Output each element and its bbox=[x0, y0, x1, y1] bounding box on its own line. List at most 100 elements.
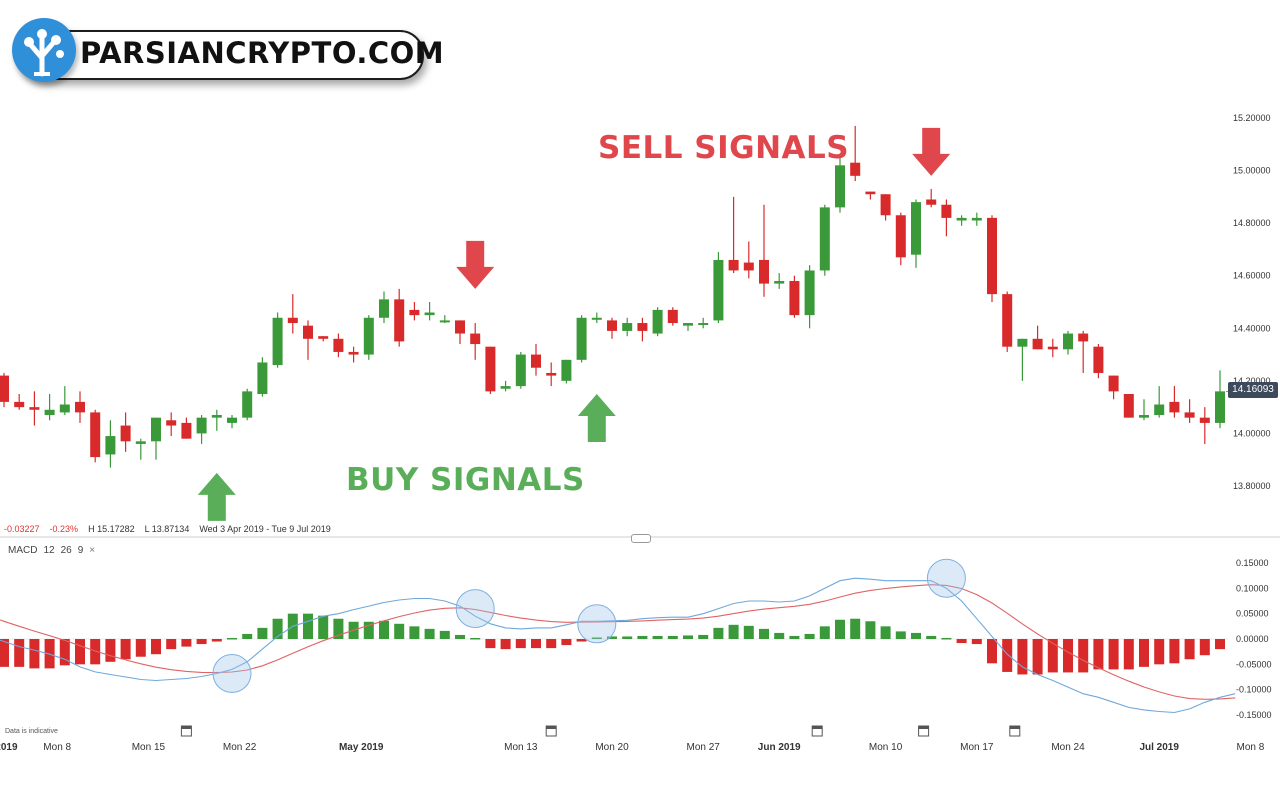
histogram-bar bbox=[394, 623, 405, 639]
candle-body bbox=[455, 320, 465, 334]
logo-text: PARSIANCRYPTO.COM bbox=[80, 36, 445, 70]
candle-body bbox=[652, 309, 663, 334]
candle-body bbox=[470, 333, 481, 345]
candle-body bbox=[683, 323, 693, 326]
candle-body bbox=[151, 417, 161, 442]
candle-body bbox=[835, 165, 845, 208]
histogram-bar bbox=[971, 639, 982, 645]
sell-signals-label: SELL SIGNALS bbox=[598, 130, 850, 166]
candle-body bbox=[789, 280, 800, 316]
candle-body bbox=[637, 323, 648, 331]
candle-body bbox=[379, 299, 389, 318]
time-tick-label: Jul 2019 bbox=[1139, 742, 1179, 753]
time-tick-label: Apr 2019 bbox=[0, 742, 18, 753]
low-value: L 13.87134 bbox=[144, 524, 190, 534]
histogram-bar bbox=[409, 626, 420, 639]
candle-body bbox=[348, 351, 359, 355]
histogram-bar bbox=[272, 618, 283, 639]
macd-slow: 26 bbox=[60, 545, 72, 556]
histogram-bar bbox=[485, 639, 496, 649]
candle-body bbox=[546, 372, 557, 376]
candle-body bbox=[743, 262, 754, 271]
candle-body bbox=[59, 404, 70, 413]
calendar-icon bbox=[180, 725, 192, 737]
candle-body bbox=[272, 317, 283, 366]
candle-body bbox=[850, 162, 861, 176]
histogram-bar bbox=[1169, 639, 1180, 664]
candle-body bbox=[318, 336, 329, 339]
candle-body bbox=[865, 191, 876, 195]
price-tick-label: 15.20000 bbox=[1233, 113, 1271, 123]
histogram-bar bbox=[0, 639, 9, 667]
histogram-bar bbox=[105, 639, 116, 662]
candle-body bbox=[926, 199, 937, 205]
histogram-bar bbox=[546, 639, 557, 649]
macd-line bbox=[0, 577, 1236, 714]
histogram-bar bbox=[1215, 639, 1225, 650]
price-tick-label: 15.00000 bbox=[1233, 166, 1271, 176]
macd-indicator-label: MACD 12 26 9 × bbox=[8, 545, 95, 556]
high-value: H 15.17282 bbox=[88, 524, 135, 534]
time-tick-label: Mon 8 bbox=[1237, 742, 1265, 753]
sell-arrow-icon bbox=[456, 240, 495, 289]
histogram-bar bbox=[683, 635, 693, 639]
histogram-bar bbox=[211, 639, 222, 642]
histogram-bar bbox=[363, 621, 374, 639]
histogram-bar bbox=[1017, 639, 1028, 675]
histogram-bar bbox=[135, 639, 146, 657]
macd-signal: 9 bbox=[77, 545, 84, 556]
macd-tick-label: 0.05000 bbox=[1236, 609, 1269, 619]
time-tick-label: May 2019 bbox=[339, 742, 384, 753]
histogram-bar bbox=[1199, 639, 1210, 656]
histogram-bar bbox=[455, 634, 465, 639]
histogram-bar bbox=[1063, 639, 1073, 673]
candle-body bbox=[1108, 375, 1119, 392]
date-range: Wed 3 Apr 2019 - Tue 9 Jul 2019 bbox=[199, 524, 331, 534]
candle-body bbox=[941, 204, 952, 218]
histogram-bar bbox=[576, 639, 587, 642]
histogram-bar bbox=[1078, 639, 1089, 673]
histogram-bar bbox=[591, 637, 602, 639]
histogram-bar bbox=[1108, 639, 1119, 670]
candle-body bbox=[1169, 401, 1180, 413]
candle-body bbox=[424, 312, 435, 316]
histogram-bar bbox=[895, 631, 906, 639]
crossover-circle bbox=[212, 653, 252, 693]
macd-fast: 12 bbox=[43, 545, 55, 556]
macd-tick-label: -0.15000 bbox=[1236, 710, 1272, 720]
macd-tick-label: 0.15000 bbox=[1236, 558, 1269, 568]
time-tick-label: Mon 22 bbox=[223, 742, 257, 753]
price-tick-label: 13.80000 bbox=[1233, 481, 1271, 491]
candle-body bbox=[515, 354, 526, 387]
candle-body bbox=[1215, 391, 1225, 423]
histogram-bar bbox=[1047, 639, 1058, 673]
candle-body bbox=[698, 323, 709, 326]
panel-resize-handle[interactable] bbox=[631, 534, 651, 543]
candle-body bbox=[1139, 415, 1149, 418]
histogram-bar bbox=[911, 632, 921, 639]
candle-body bbox=[1032, 338, 1043, 350]
histogram-bar bbox=[1154, 639, 1165, 665]
histogram-bar bbox=[75, 639, 85, 665]
candle-body bbox=[227, 417, 237, 423]
signal-arrows bbox=[197, 127, 951, 521]
close-indicator-icon[interactable]: × bbox=[89, 545, 96, 556]
histogram-bar bbox=[424, 628, 435, 639]
candle-body bbox=[804, 270, 815, 316]
candle-body bbox=[987, 217, 997, 295]
change-percent: -0.23% bbox=[49, 524, 79, 534]
histogram-bar bbox=[819, 626, 830, 639]
histogram-bar bbox=[941, 637, 952, 640]
time-tick-label: Mon 8 bbox=[43, 742, 71, 753]
histogram-bar bbox=[956, 639, 967, 644]
histogram-bar bbox=[1184, 639, 1195, 660]
candle-body bbox=[1017, 338, 1028, 347]
calendar-icon bbox=[1009, 725, 1021, 737]
crossover-circles bbox=[212, 558, 966, 693]
candle-body bbox=[1123, 394, 1134, 418]
candle-body bbox=[1154, 404, 1165, 416]
candle-body bbox=[409, 309, 420, 316]
histogram-bar bbox=[835, 619, 845, 639]
histogram-bar bbox=[743, 625, 754, 639]
time-tick-label: Mon 15 bbox=[132, 742, 166, 753]
